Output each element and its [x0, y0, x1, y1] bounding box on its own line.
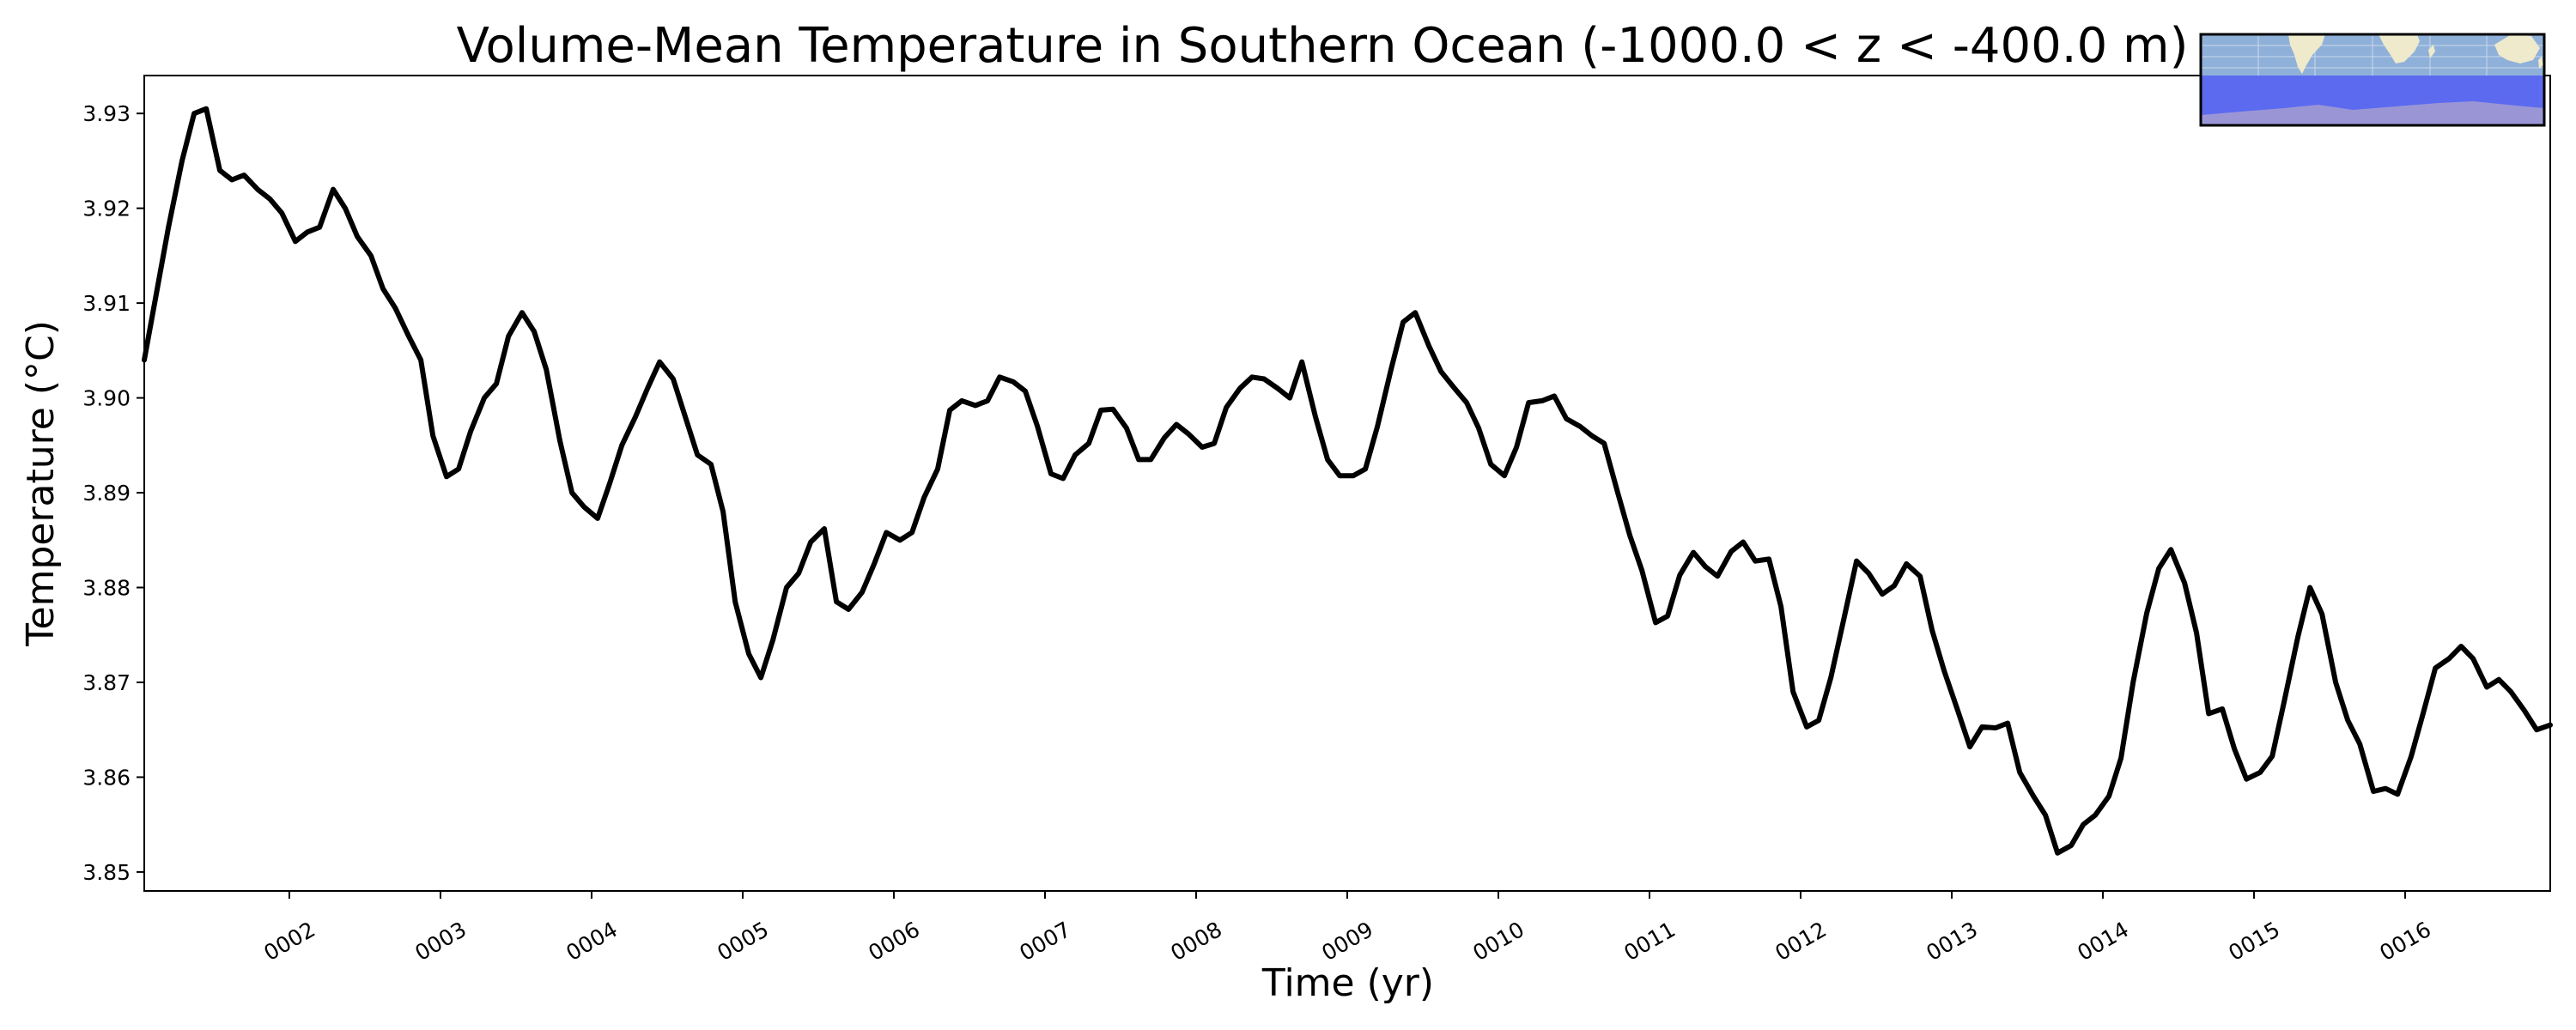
- inset-map-africa: [2379, 34, 2420, 64]
- x-tick-label: 0002: [259, 917, 319, 966]
- y-tick-label: 3.89: [82, 481, 131, 506]
- x-tick-label: 0010: [1468, 917, 1528, 966]
- x-tick-label: 0016: [2375, 917, 2435, 966]
- y-axis-title: Temperature (°C): [19, 320, 63, 647]
- plot-frame: [143, 75, 2551, 892]
- chart-title: Volume-Mean Temperature in Southern Ocea…: [457, 18, 2189, 74]
- y-tick-label: 3.85: [82, 860, 131, 885]
- y-tick-label: 3.93: [82, 101, 131, 126]
- x-tick-label: 0004: [562, 917, 622, 966]
- x-tick-label: 0009: [1317, 917, 1377, 966]
- y-axis: 3.85 3.86 3.87 3.88 3.89 3.90 3.91 3.92 3.93: [82, 101, 144, 885]
- inset-map-gridlines: [2201, 34, 2544, 77]
- inset-map-australia: [2494, 34, 2540, 64]
- y-tick-label: 3.86: [82, 765, 131, 790]
- y-tick-label: 3.88: [82, 576, 131, 601]
- plot-area: [142, 75, 2553, 892]
- inset-map-border: [2199, 33, 2546, 127]
- x-tick-label: 0003: [410, 917, 471, 966]
- x-tick-label: 0014: [2073, 917, 2133, 966]
- y-tick-label: 3.92: [82, 197, 131, 221]
- inset-map-madagascar: [2428, 45, 2435, 58]
- x-axis-title: Time (yr): [1261, 961, 1434, 1005]
- x-tick-label: 0015: [2224, 917, 2284, 966]
- inset-map-south-america: [2288, 34, 2325, 74]
- x-tick-label: 0007: [1015, 917, 1075, 966]
- x-tick-label: 0005: [713, 917, 773, 966]
- x-tick-label: 0008: [1166, 917, 1226, 966]
- y-tick-label: 3.91: [82, 291, 131, 316]
- x-tick-label: 0012: [1771, 917, 1831, 966]
- inset-map: [2199, 33, 2546, 127]
- x-tick-label: 0013: [1922, 917, 1982, 966]
- inset-map-new-zealand: [2538, 57, 2543, 69]
- series-line: [142, 106, 2553, 856]
- x-tick-label: 0011: [1619, 917, 1680, 966]
- inset-map-antarctica: [2201, 101, 2544, 125]
- x-tick-label: 0006: [864, 917, 924, 966]
- y-tick-label: 3.87: [82, 670, 131, 695]
- x-axis: 0002 0003 0004 0005 0006 0007 0008 0009 0010 0011…: [259, 891, 2435, 966]
- y-tick-label: 3.90: [82, 386, 131, 411]
